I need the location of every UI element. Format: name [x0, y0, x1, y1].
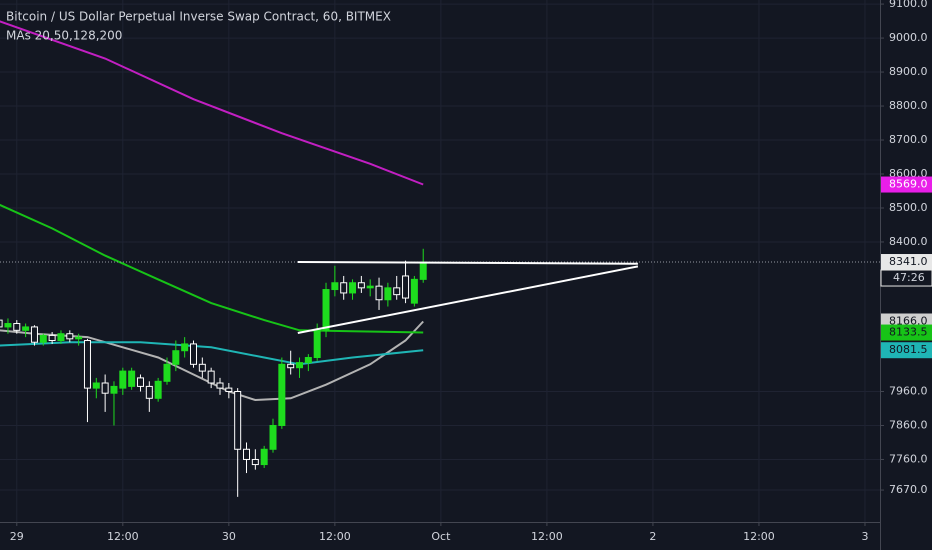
- candle-body: [251, 458, 259, 466]
- candle-body: [136, 377, 144, 387]
- x-tick-label: 12:00: [743, 530, 775, 543]
- chart-subtitle: MAs 20,50,128,200: [6, 29, 122, 43]
- candle-body: [313, 329, 321, 359]
- price-label: 8569.0: [889, 178, 928, 191]
- candle-body: [340, 282, 348, 294]
- y-tick-label: 8900.0: [889, 65, 928, 78]
- candle-body: [13, 323, 21, 331]
- candle-body: [128, 370, 136, 387]
- y-tick-label: 9000.0: [889, 31, 928, 44]
- x-tick-label: 12:00: [107, 530, 139, 543]
- candle-body: [0, 319, 3, 328]
- price-label: 8166.0: [889, 314, 928, 327]
- candle-body: [410, 278, 418, 304]
- candle-body: [366, 285, 374, 289]
- x-tick-label: Oct: [431, 530, 451, 543]
- candle-body: [419, 261, 427, 280]
- candle-body: [260, 448, 268, 466]
- x-tick-label: 3: [861, 530, 868, 543]
- candle-body: [304, 357, 312, 364]
- countdown: 47:26: [893, 271, 925, 284]
- candle-body: [163, 363, 171, 382]
- chart-title: Bitcoin / US Dollar Perpetual Inverse Sw…: [6, 10, 391, 24]
- candle-body: [357, 282, 365, 289]
- candle-body: [296, 362, 304, 369]
- price-label: 8133.5: [889, 326, 928, 339]
- price-label: 8081.5: [889, 343, 928, 356]
- candle-body: [278, 363, 286, 426]
- candle-body: [154, 380, 162, 399]
- candle-body: [145, 385, 153, 399]
- candle-body: [384, 287, 392, 301]
- y-tick-label: 8700.0: [889, 133, 928, 146]
- candle-body: [83, 340, 91, 389]
- moving-average: [0, 203, 424, 334]
- candle-body: [225, 387, 233, 392]
- candle-body: [92, 382, 100, 389]
- candle-body: [331, 282, 339, 291]
- price-label-box: [881, 342, 932, 359]
- x-tick-label: 30: [222, 530, 236, 543]
- x-tick-label: 2: [649, 530, 656, 543]
- candle-body: [22, 326, 30, 331]
- candle-body: [234, 391, 242, 450]
- candle-body: [48, 334, 56, 342]
- trend-line: [297, 265, 639, 334]
- candle-body: [57, 333, 65, 342]
- moving-average: [0, 341, 424, 366]
- price-label-box: [881, 254, 932, 271]
- y-tick-label: 7670.0: [889, 483, 928, 496]
- candle-body: [393, 287, 401, 296]
- candle-body: [4, 323, 12, 328]
- candle-body: [101, 382, 109, 394]
- candle-body: [172, 350, 180, 365]
- candle-body: [119, 370, 127, 389]
- candle-body: [287, 363, 295, 369]
- y-tick-label: 7860.0: [889, 418, 928, 431]
- y-tick-label: 8400.0: [889, 235, 928, 248]
- candle-body: [75, 336, 83, 340]
- candle-body: [30, 326, 38, 343]
- candle-body: [269, 424, 277, 450]
- candle-body: [66, 333, 74, 340]
- y-tick-label: 7760.0: [889, 452, 928, 465]
- moving-average: [0, 20, 424, 186]
- candle-body: [349, 282, 357, 294]
- candle-body: [322, 289, 330, 331]
- candle-body: [181, 343, 189, 352]
- x-tick-label: 12:00: [319, 530, 351, 543]
- x-tick-label: 12:00: [531, 530, 563, 543]
- candle-body: [375, 285, 383, 301]
- price-label-box: [881, 324, 932, 341]
- y-tick-label: 7960.0: [889, 385, 928, 398]
- y-tick-label: 8800.0: [889, 99, 928, 112]
- candle-body: [110, 385, 118, 394]
- candle-body: [402, 275, 410, 299]
- candle-body: [39, 334, 47, 343]
- y-tick-label: 9100.0: [889, 0, 928, 10]
- price-label: 8341.0: [889, 255, 928, 268]
- y-tick-label: 8500.0: [889, 201, 928, 214]
- candle-body: [207, 370, 215, 384]
- trend-line: [297, 261, 638, 265]
- candle-body: [198, 363, 206, 372]
- candle-body: [216, 382, 224, 389]
- x-tick-label: 29: [10, 530, 24, 543]
- countdown-box: [880, 269, 932, 287]
- candle-body: [243, 448, 251, 460]
- price-label-box: [881, 176, 932, 193]
- candle-body: [189, 343, 197, 365]
